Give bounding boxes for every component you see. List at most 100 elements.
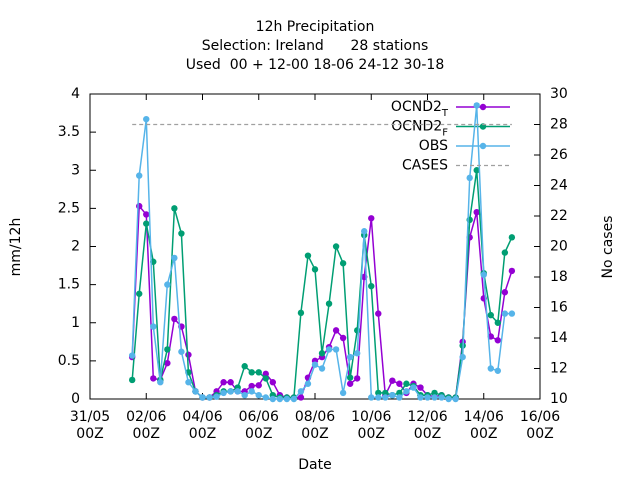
legend-label: OCND2T [391, 99, 449, 119]
point [220, 379, 227, 386]
x-tick-label: 06/06 00Z [239, 409, 279, 442]
y-tick-label: 4 [71, 86, 80, 102]
point [353, 350, 361, 357]
y-axis-label: mm/12h [8, 218, 24, 277]
point [501, 310, 509, 317]
point [368, 215, 375, 222]
y2-tick-label: 30 [550, 86, 568, 102]
point [396, 394, 403, 401]
point [157, 379, 164, 386]
point [192, 388, 199, 395]
point [403, 388, 410, 395]
point [389, 377, 396, 384]
point [417, 394, 424, 401]
y2-tick-label: 14 [550, 330, 568, 346]
point [403, 380, 410, 387]
point [382, 394, 389, 401]
y2-tick-label: 10 [550, 391, 568, 407]
point [431, 394, 438, 401]
point [248, 388, 255, 395]
point [128, 352, 136, 359]
point [171, 315, 178, 323]
y2-tick-label: 16 [550, 300, 568, 316]
point [410, 384, 417, 391]
point [508, 310, 516, 317]
point [269, 379, 277, 386]
point [438, 394, 445, 401]
point [396, 389, 403, 397]
point [185, 351, 192, 358]
point [494, 319, 502, 326]
point [164, 359, 171, 367]
point [382, 389, 389, 397]
point [290, 395, 298, 403]
point [297, 394, 305, 401]
legend-label: CASES [402, 158, 448, 174]
point [248, 382, 255, 390]
point [452, 395, 459, 403]
point [136, 172, 143, 179]
point [262, 375, 269, 382]
point [332, 327, 340, 334]
y2-tick-label: 12 [550, 361, 568, 377]
point [262, 370, 269, 378]
point [501, 249, 509, 256]
point [311, 266, 319, 273]
point [241, 363, 248, 370]
x-tick-label: 16/06 00Z [520, 409, 560, 442]
x-tick-label: 12/06 00Z [407, 409, 447, 442]
legend-marker [479, 142, 487, 150]
y-tick-label: 1 [71, 315, 80, 331]
point [304, 380, 312, 387]
x-tick-label: 02/06 00Z [126, 409, 166, 442]
point [346, 374, 354, 381]
point [199, 394, 206, 401]
point [396, 380, 403, 387]
point [473, 167, 480, 174]
point [178, 348, 185, 355]
legend-label: OBS [419, 138, 448, 154]
point [318, 365, 326, 372]
point [171, 205, 178, 212]
chart-subtitle: Selection: Ireland 28 stations [202, 38, 429, 54]
x-tick-label: 08/06 00Z [295, 409, 335, 442]
point [346, 353, 354, 361]
point [311, 361, 319, 368]
point [417, 384, 424, 391]
point [241, 391, 248, 399]
point [325, 346, 333, 353]
point [332, 346, 340, 353]
point [136, 202, 143, 210]
point [255, 391, 262, 399]
point [297, 388, 305, 395]
point [353, 327, 361, 334]
point [164, 346, 171, 353]
point [487, 365, 494, 372]
point [368, 394, 375, 401]
point [375, 394, 382, 401]
point [213, 393, 220, 400]
y2-tick-label: 18 [550, 269, 568, 285]
point [480, 271, 487, 278]
y2-tick-label: 20 [550, 239, 568, 255]
point [248, 369, 255, 376]
point [318, 350, 326, 357]
y-tick-label: 2.5 [58, 200, 80, 216]
point [227, 388, 234, 395]
point [501, 289, 509, 296]
point [361, 228, 368, 235]
point [283, 395, 291, 403]
point [304, 252, 312, 259]
x-tick-label: 04/06 00Z [182, 409, 222, 442]
point [269, 395, 277, 403]
point [424, 394, 431, 401]
point [508, 267, 516, 275]
point [339, 389, 347, 397]
point [171, 254, 178, 262]
point [431, 389, 438, 397]
point [227, 379, 234, 386]
point [346, 380, 354, 387]
point [150, 375, 157, 382]
